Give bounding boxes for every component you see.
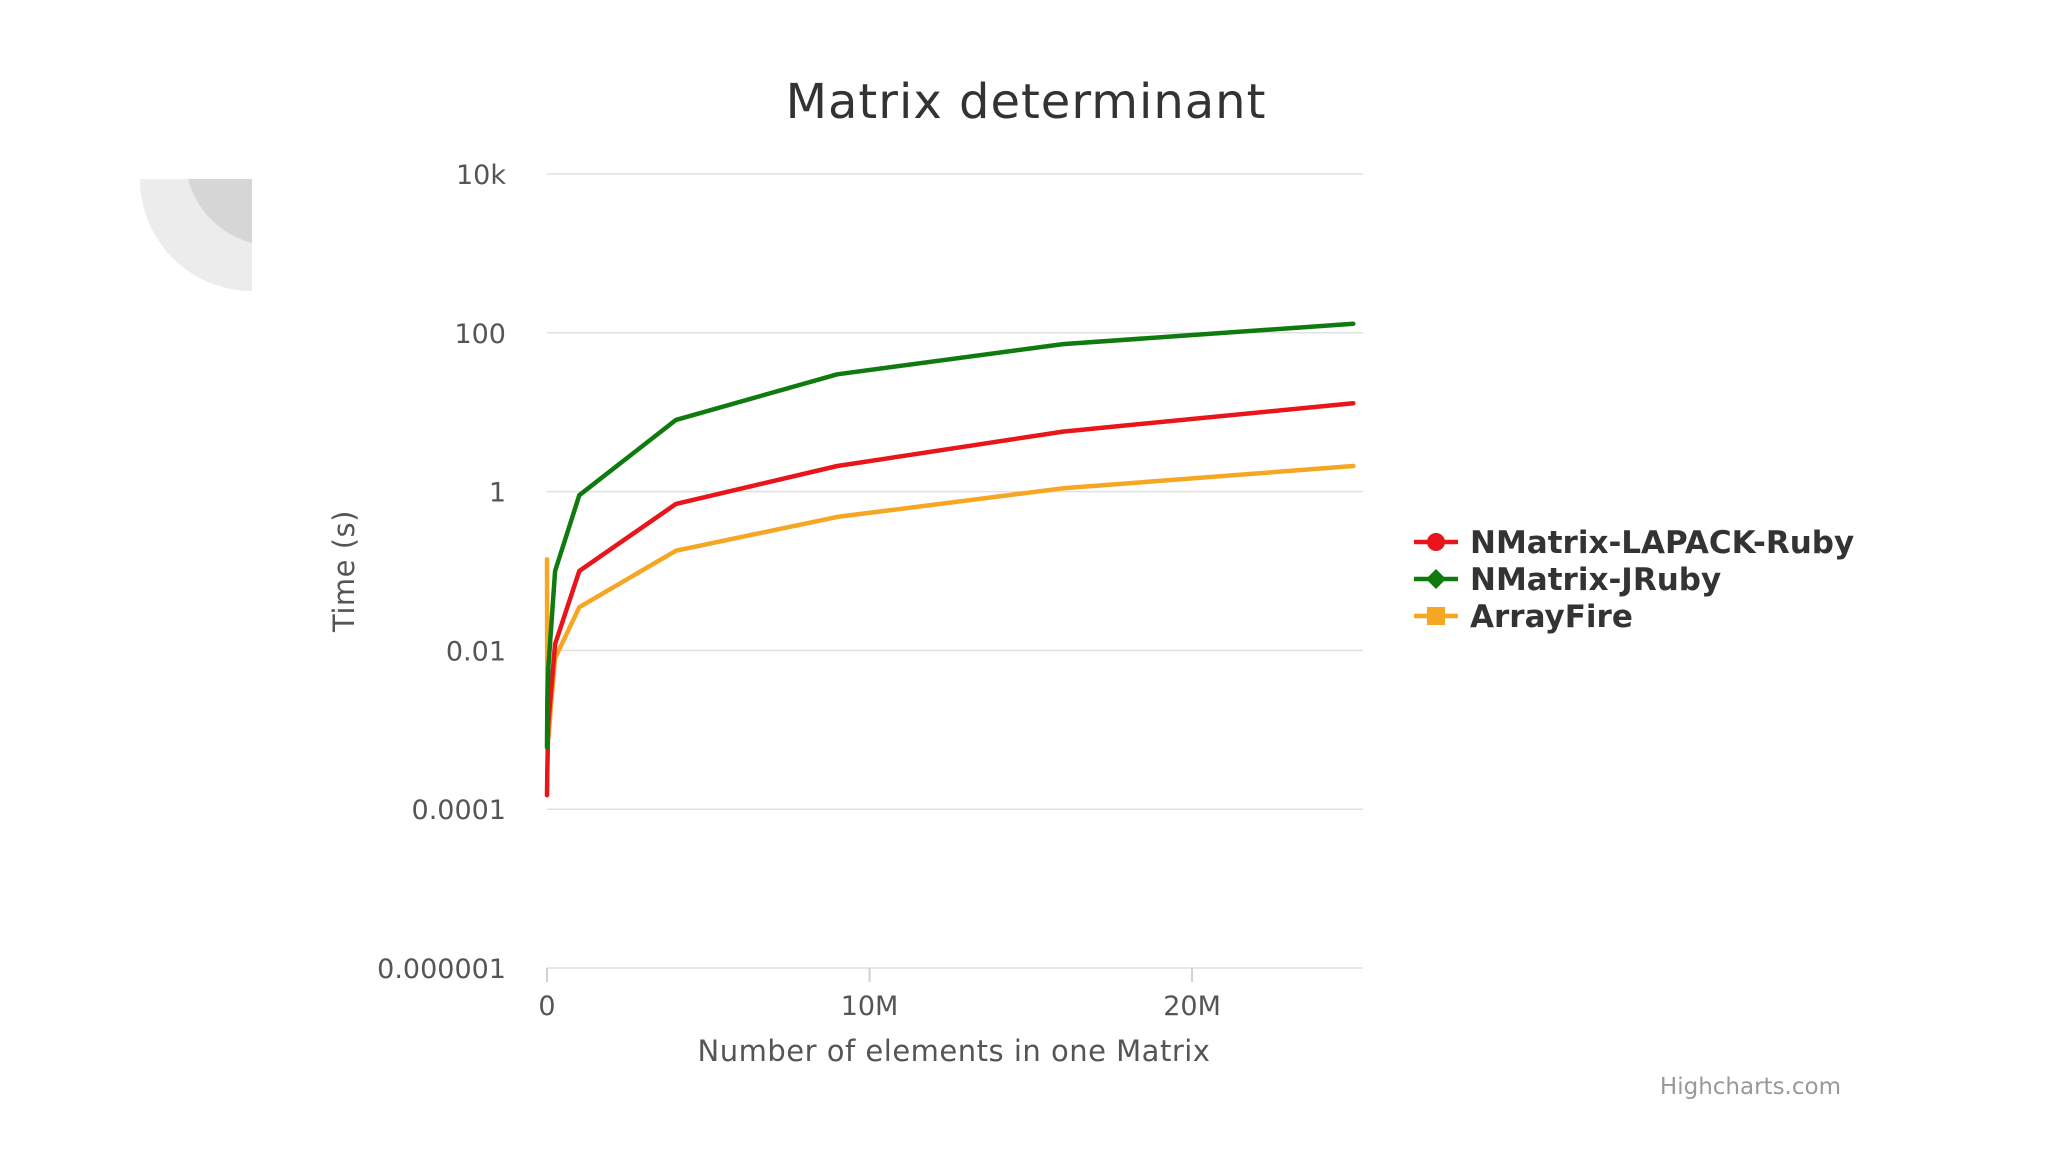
y-tick-label: 1	[489, 478, 506, 509]
y-tick-label: 100	[454, 319, 506, 350]
y-tick-label: 10k	[456, 160, 506, 191]
legend-label: NMatrix-JRuby	[1470, 562, 1721, 598]
legend-item[interactable]: NMatrix-LAPACK-Ruby	[1414, 525, 1854, 561]
legend-item[interactable]: NMatrix-JRuby	[1414, 562, 1721, 598]
x-axis-title: Number of elements in one Matrix	[698, 1034, 1211, 1068]
legend-marker-circle-icon	[1427, 533, 1445, 551]
y-tick-label: 0.01	[446, 636, 506, 667]
series-line-nmatrix-jruby[interactable]	[544, 321, 1356, 750]
x-tick-label: 20M	[1163, 991, 1221, 1022]
x-tick-label: 0	[538, 991, 555, 1022]
x-tick-label: 10M	[841, 991, 899, 1022]
legend[interactable]: NMatrix-LAPACK-RubyNMatrix-JRubyArrayFir…	[1414, 525, 1854, 635]
series-line-nmatrix-lapack-ruby[interactable]	[544, 400, 1356, 798]
legend-label: NMatrix-LAPACK-Ruby	[1470, 525, 1854, 561]
y-axis-title: Time (s)	[327, 510, 361, 633]
decorative-shape	[140, 179, 252, 291]
legend-label: ArrayFire	[1470, 599, 1633, 635]
legend-item[interactable]: ArrayFire	[1414, 599, 1633, 635]
series-line-arrayfire[interactable]	[544, 463, 1356, 740]
legend-marker-square-icon	[1427, 607, 1445, 625]
credits-link[interactable]: Highcharts.com	[1660, 1074, 1841, 1100]
legend-marker-diamond-icon	[1426, 569, 1446, 589]
chart-title: Matrix determinant	[786, 74, 1267, 130]
y-tick-label: 0.000001	[377, 954, 506, 985]
y-tick-label: 0.0001	[412, 795, 506, 826]
